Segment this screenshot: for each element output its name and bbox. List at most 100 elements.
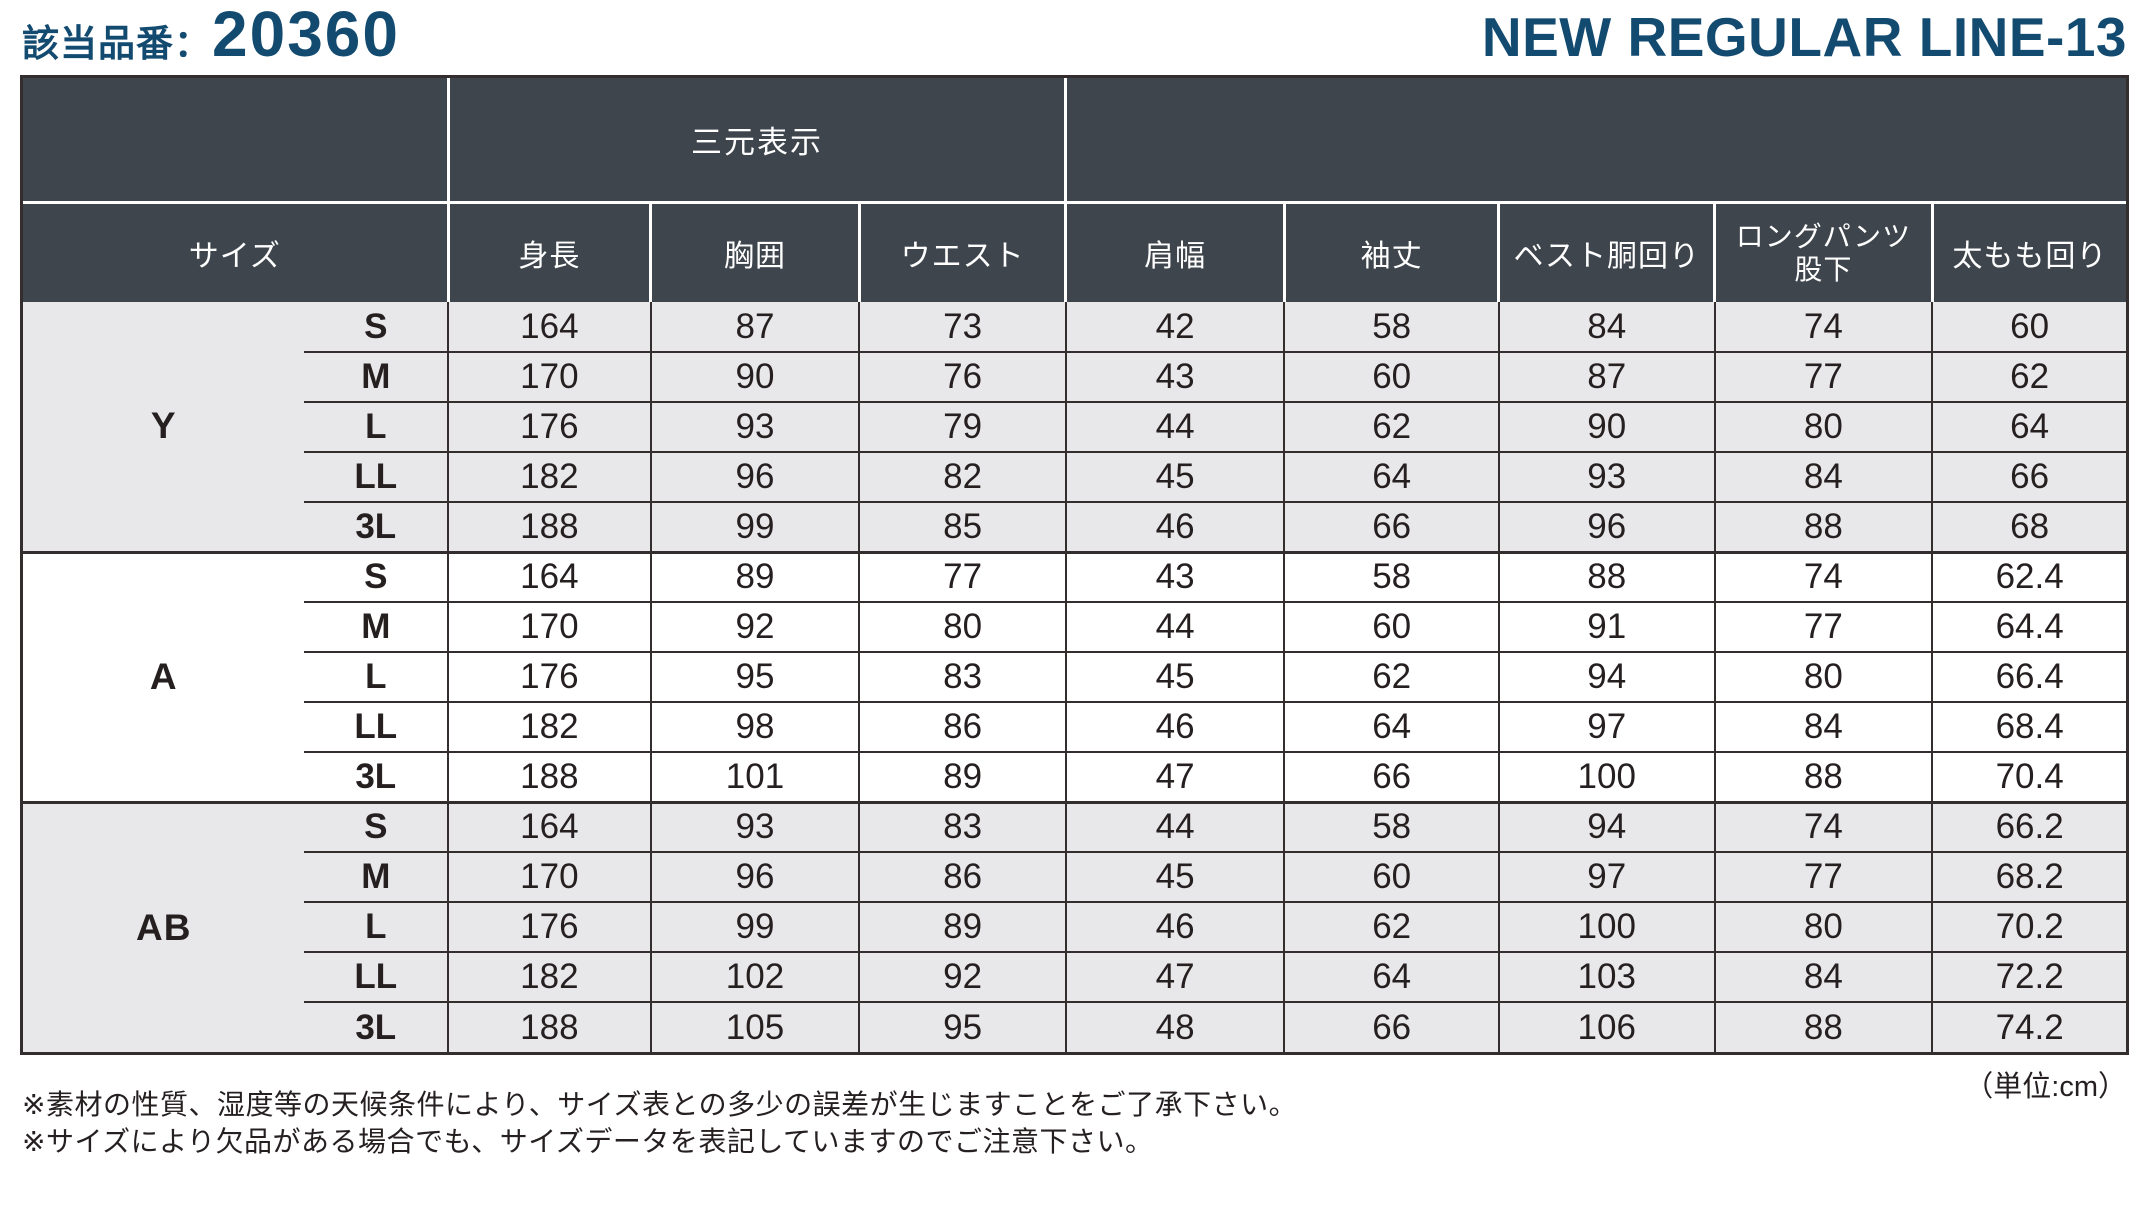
size-table-frame: 三元表示 サイズ 身長 胸囲 ウエスト 肩幅 袖丈 ベスト胴回り ロングパンツ 股下 太もも回…: [20, 75, 2129, 1055]
measurement-value: 96: [650, 451, 861, 502]
measurement-value: 62: [1284, 401, 1500, 452]
measurement-value: 83: [859, 651, 1067, 702]
measurement-value: 58: [1284, 302, 1500, 352]
measurement-value: 64: [1284, 951, 1500, 1002]
measurement-value: 60: [1932, 302, 2126, 352]
table-row: Y S 164 87 73 42 58 84 74 60: [23, 302, 2126, 552]
column-header: ロングパンツ 股下: [1714, 202, 1934, 302]
table-row: L 176 95 83 45 62 94 80 66.4: [23, 651, 2126, 702]
measurement-value: 83: [859, 800, 1067, 852]
measurement-value: 77: [1714, 601, 1934, 652]
measurement-value: 98: [650, 701, 861, 752]
measurement-value: 97: [1498, 701, 1716, 752]
table-row: LL 182 96 82 45 64 93 84 66: [23, 451, 2126, 502]
measurement-value: 46: [1065, 501, 1286, 552]
size-label: L: [304, 401, 450, 452]
footnotes: ※素材の性質、湿度等の天候条件により、サイズ表との多少の誤差が生じますことをご了…: [20, 1086, 1297, 1160]
measurement-value: 80: [1714, 651, 1934, 702]
measurement-value: 68.2: [1932, 851, 2126, 902]
measurement-value: 96: [650, 851, 861, 902]
measurement-value: 170: [448, 601, 652, 652]
measurement-value: 176: [448, 651, 652, 702]
measurement-value: 170: [448, 351, 652, 402]
size-label: L: [304, 651, 450, 702]
measurement-value: 43: [1065, 351, 1286, 402]
column-header: ベスト胴回り: [1498, 202, 1717, 302]
measurement-value: 99: [650, 901, 861, 952]
measurement-value: 96: [1498, 501, 1716, 552]
size-label: S: [304, 800, 450, 852]
measurement-value: 95: [859, 1001, 1067, 1052]
measurement-value: 87: [1498, 351, 1716, 402]
column-header: 太もも回り: [1932, 202, 2126, 302]
measurement-value: 68.4: [1932, 701, 2126, 752]
table-row: M 170 92 80 44 60 91 77 64.4: [23, 601, 2126, 652]
measurement-value: 74: [1714, 302, 1934, 352]
measurement-value: 88: [1498, 550, 1716, 602]
measurement-value: 86: [859, 851, 1067, 902]
measurement-value: 44: [1065, 601, 1286, 652]
size-label: LL: [304, 951, 450, 1002]
measurement-value: 188: [448, 1001, 652, 1052]
footnote-stock: ※サイズにより欠品がある場合でも、サイズデータを表記していますのでご注意下さい。: [22, 1126, 1154, 1158]
measurement-value: 44: [1065, 401, 1286, 452]
measurement-value: 66.4: [1932, 651, 2126, 702]
measurement-value: 74: [1714, 800, 1934, 852]
table-row: LL 182 102 92 47 64 103 84 72.2: [23, 951, 2126, 1002]
measurement-value: 80: [1714, 401, 1934, 452]
size-label: S: [304, 550, 450, 602]
measurement-value: 66.2: [1932, 800, 2126, 852]
measurement-value: 64: [1932, 401, 2126, 452]
measurement-value: 84: [1714, 451, 1934, 502]
column-header: 袖丈: [1284, 202, 1501, 302]
table-row: L 176 99 89 46 62 100 80 70.2: [23, 901, 2126, 952]
unit-note: （単位:cm）: [1964, 1071, 2127, 1103]
measurement-value: 94: [1498, 800, 1716, 852]
measurement-value: 103: [1498, 951, 1716, 1002]
measurement-value: 66: [1284, 501, 1500, 552]
size-label: LL: [304, 701, 450, 752]
measurement-value: 176: [448, 901, 652, 952]
measurement-value: 188: [448, 751, 652, 802]
measurement-value: 164: [448, 800, 652, 852]
column-header: 胸囲: [650, 202, 861, 302]
measurement-value: 74: [1714, 550, 1934, 602]
measurement-value: 62: [1284, 901, 1500, 952]
measurement-value: 94: [1498, 651, 1716, 702]
measurement-value: 100: [1498, 901, 1716, 952]
measurement-value: 79: [859, 401, 1067, 452]
measurement-value: 176: [448, 401, 652, 452]
measurement-value: 182: [448, 701, 652, 752]
size-group-label: A: [23, 550, 305, 802]
product-number-label: 該当品番：: [22, 23, 212, 64]
size-chart-page: 該当品番：20360 NEW REGULAR LINE-13 三元表示: [20, 2, 2129, 1160]
size-label: L: [304, 901, 450, 952]
header-spacer-left: [23, 78, 450, 204]
measurement-value: 45: [1065, 451, 1286, 502]
size-label: 3L: [304, 751, 450, 802]
measurement-value: 164: [448, 550, 652, 602]
measurement-value: 84: [1714, 701, 1934, 752]
measurement-value: 85: [859, 501, 1067, 552]
measurement-value: 47: [1065, 951, 1286, 1002]
measurement-value: 82: [859, 451, 1067, 502]
table-row: A S 164 89 77 43 58 88 74 62.4: [23, 550, 2126, 802]
measurement-value: 48: [1065, 1001, 1286, 1052]
measurement-value: 68: [1932, 501, 2126, 552]
measurement-value: 182: [448, 451, 652, 502]
table-header-row-columns: サイズ 身長 胸囲 ウエスト 肩幅 袖丈 ベスト胴回り ロングパンツ 股下 太もも回り: [23, 202, 2126, 302]
measurement-value: 77: [1714, 851, 1934, 902]
measurement-value: 84: [1498, 302, 1716, 352]
measurement-value: 45: [1065, 851, 1286, 902]
measurement-value: 93: [1498, 451, 1716, 502]
measurement-value: 89: [859, 901, 1067, 952]
column-header-size: サイズ: [23, 202, 450, 302]
measurement-value: 64: [1284, 451, 1500, 502]
measurement-value: 70.4: [1932, 751, 2126, 802]
measurement-value: 43: [1065, 550, 1286, 602]
measurement-value: 58: [1284, 800, 1500, 852]
measurement-value: 89: [650, 550, 861, 602]
footnote-material: ※素材の性質、湿度等の天候条件により、サイズ表との多少の誤差が生じますことをご了…: [22, 1089, 1298, 1120]
column-header: ウエスト: [859, 202, 1068, 302]
size-label: 3L: [304, 501, 450, 552]
